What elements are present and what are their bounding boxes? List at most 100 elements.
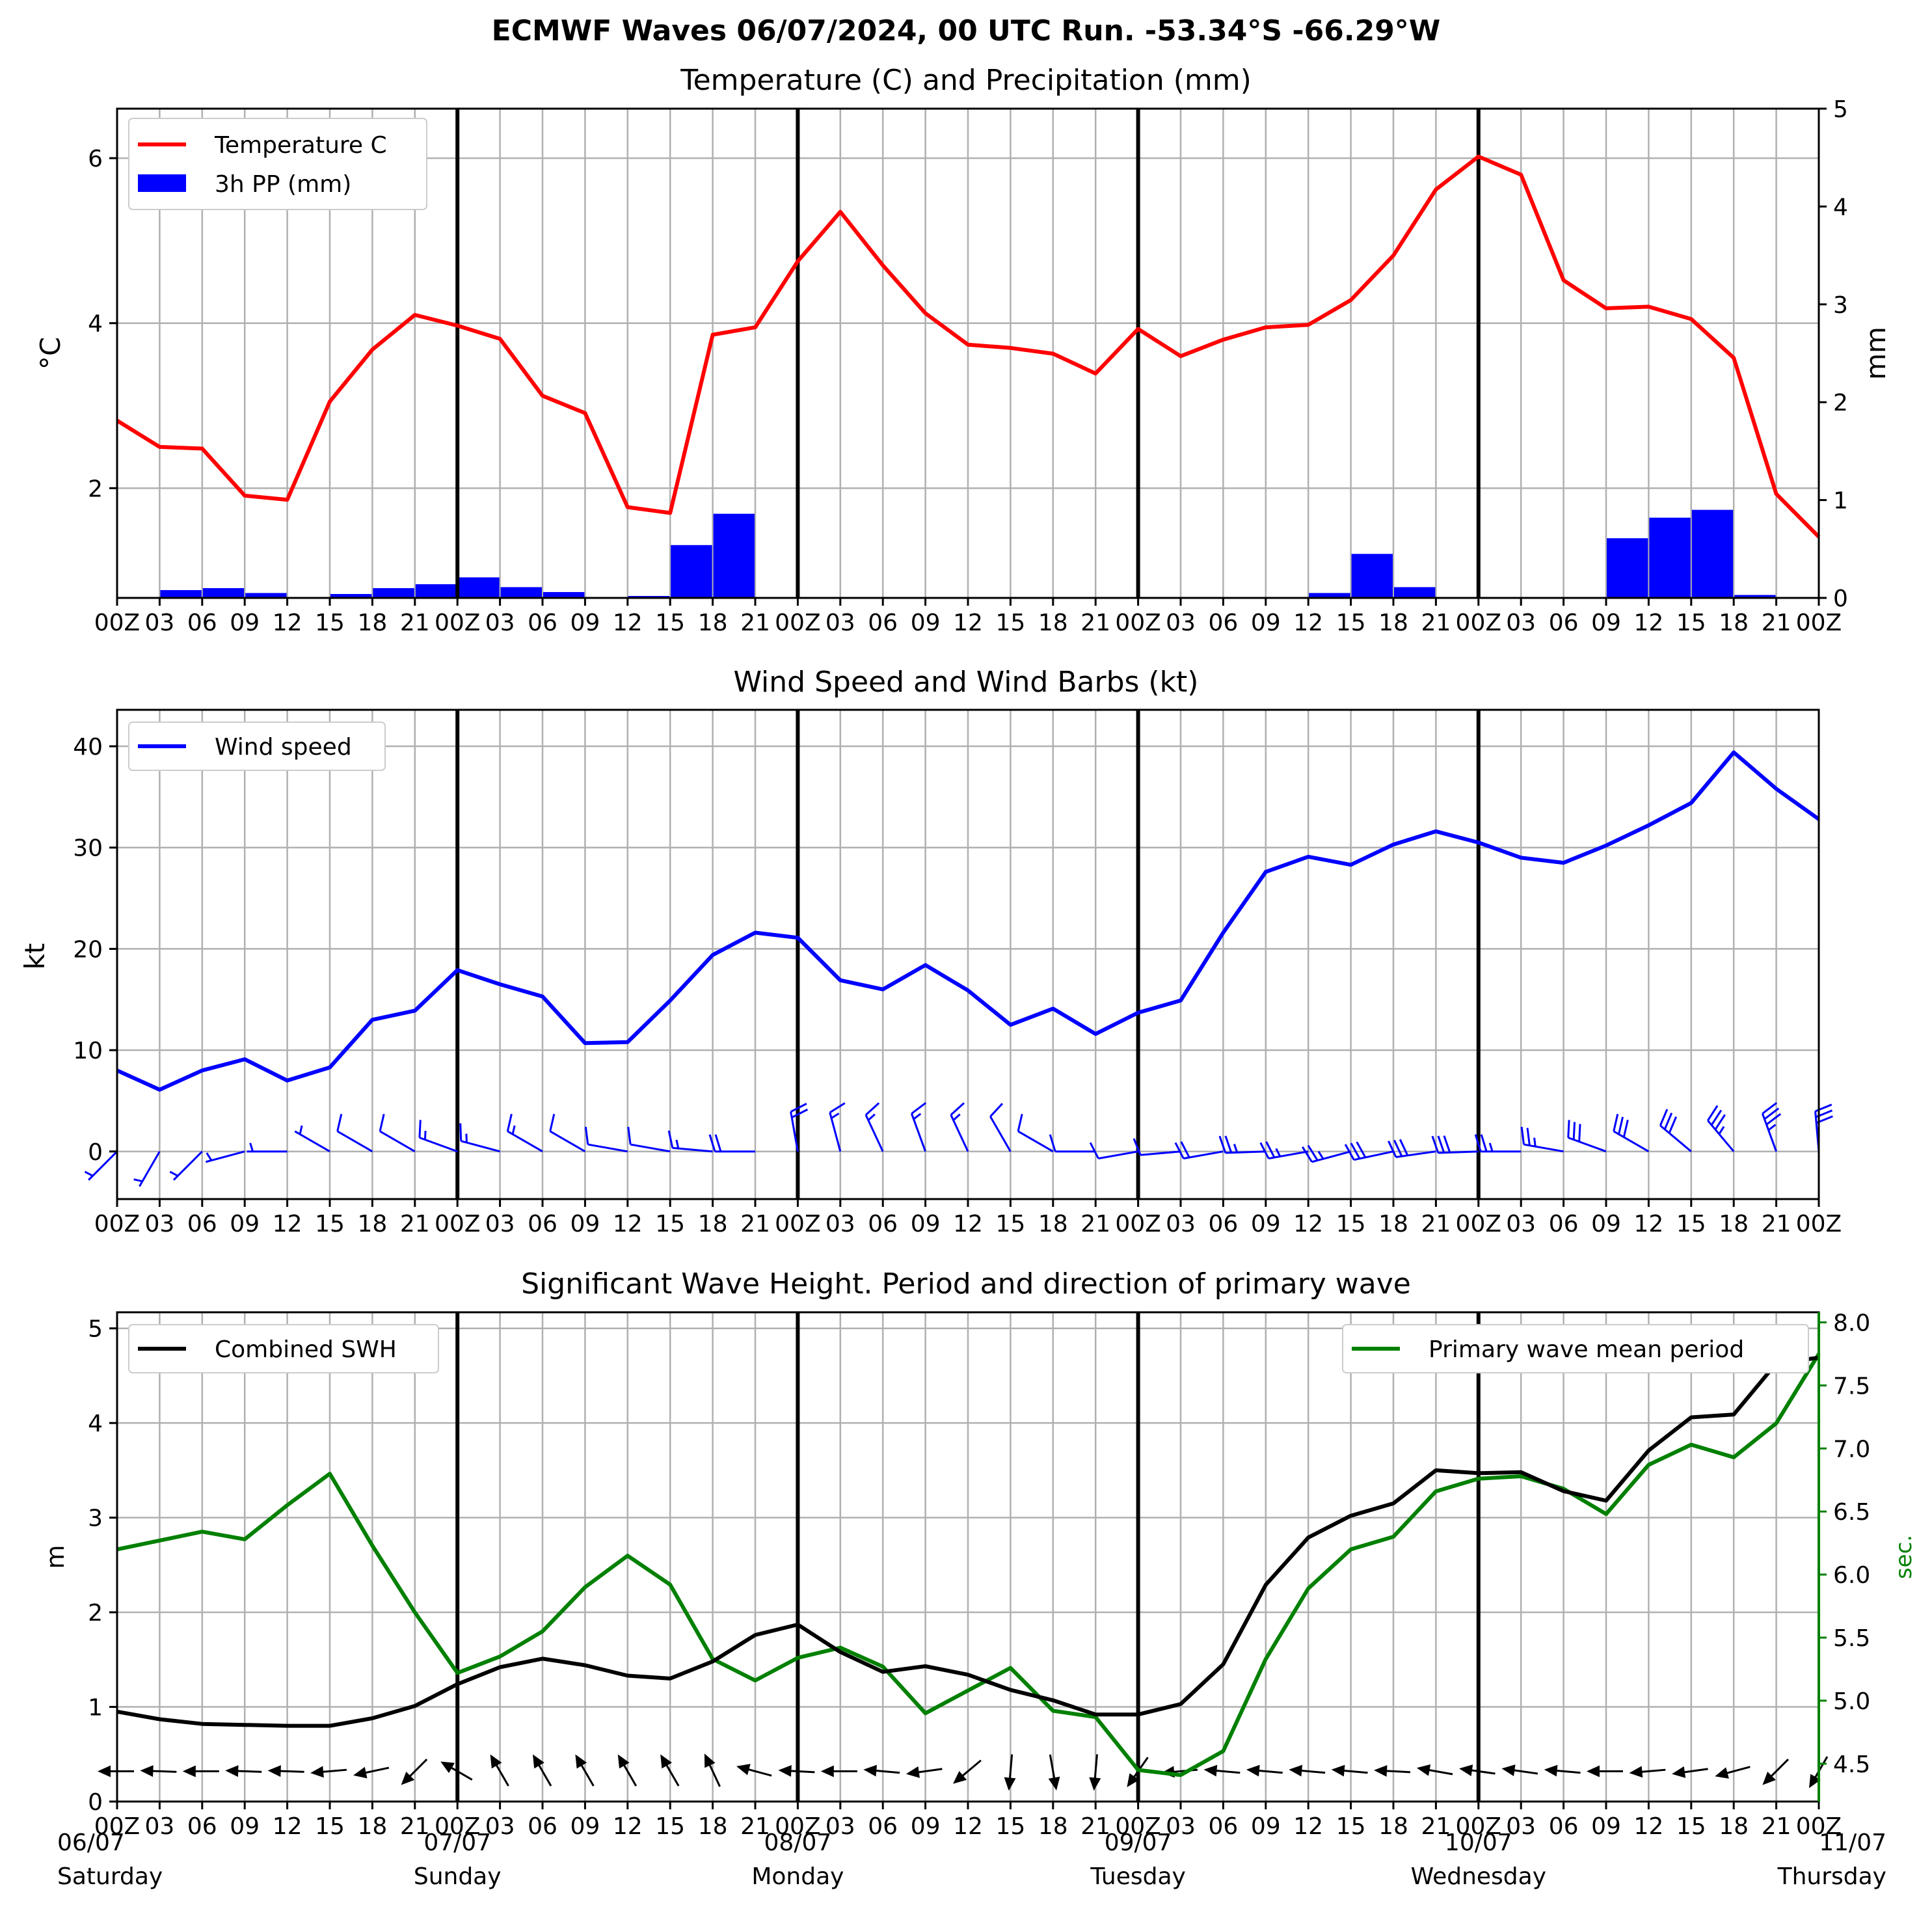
wind-barb: [1474, 1134, 1522, 1153]
wind-barb-flag: [1437, 1135, 1445, 1154]
wind-barb-flag: [1480, 1134, 1488, 1152]
wind-barb-staff: [1523, 1143, 1564, 1153]
wind-barb: [627, 1126, 671, 1153]
x-tick-label: 15: [315, 1211, 345, 1237]
day-label-date: 09/07: [1105, 1830, 1172, 1856]
wave-arrow-shaft: [1682, 1768, 1708, 1774]
wave-arrow-head: [906, 1766, 920, 1778]
x-tick-label: 18: [698, 1211, 728, 1237]
x-tick-label: 12: [1633, 610, 1663, 636]
wind-barb-staff: [1568, 1137, 1607, 1153]
x-tick-label: 18: [357, 1211, 387, 1237]
wave-panel-title: Significant Wave Height. Period and dire…: [521, 1267, 1411, 1301]
wind-barb-half-flag: [1767, 1124, 1777, 1131]
temperature-axis-label: °C: [34, 337, 66, 370]
wind-barb-staff: [461, 1140, 500, 1153]
wave-arrow-shaft: [1469, 1769, 1496, 1775]
wind-barb: [708, 1134, 755, 1153]
wave-direction-arrow: [704, 1753, 721, 1787]
wave-direction-arrow: [736, 1764, 772, 1777]
x-tick-label: 12: [1633, 1211, 1663, 1237]
wave-direction-arrow: [140, 1765, 177, 1777]
x-tick-label: 03: [825, 1211, 855, 1237]
x-tick-label: 18: [1038, 1211, 1068, 1237]
x-tick-label: 15: [1336, 1813, 1366, 1840]
wind-barb-flag: [1399, 1139, 1409, 1156]
x-tick-label: 09: [570, 1211, 600, 1237]
legend-period: Primary wave mean period: [1429, 1336, 1744, 1363]
wind-barb-staff: [139, 1151, 161, 1187]
wind-barb-flag: [1049, 1134, 1056, 1152]
temperature-line: [116, 154, 1821, 539]
wind-barb-staff: [1354, 1150, 1394, 1161]
wave-direction-arrow: [1048, 1754, 1060, 1790]
wind-barb: [950, 1102, 969, 1152]
wind-barb-flag: [1815, 1103, 1832, 1113]
x-tick-label: 03: [144, 610, 174, 636]
wave-arrow-shaft: [235, 1770, 262, 1773]
legend-wind-speed: Wind speed: [215, 734, 352, 761]
x-tick-label: 06: [528, 1813, 557, 1840]
wind-barb-flag: [549, 1113, 556, 1132]
x-tick-label: 12: [273, 1813, 302, 1840]
x-tick-label: 21: [1762, 1211, 1791, 1237]
x-tick-label: 21: [1421, 610, 1451, 636]
x-tick-label: 00Z: [94, 610, 140, 636]
wind-panel: Wind Speed and Wind Barbs (kt) 0 10 20 30 40…: [19, 666, 1842, 1237]
wave-arrow-shaft: [788, 1770, 815, 1774]
y-tick-label: 3: [88, 1506, 103, 1532]
wave-direction-arrow: [1289, 1764, 1326, 1777]
y-tick-label: 2: [88, 476, 103, 502]
y2-tick-label: 2: [1833, 390, 1848, 416]
x-tick-label: 12: [273, 610, 302, 636]
wave-arrow-shaft: [1093, 1754, 1098, 1781]
wind-barb: [1431, 1135, 1479, 1154]
wave-arrow-shaft: [580, 1763, 595, 1787]
x-tick-label: 03: [1166, 1211, 1196, 1237]
wind-barb-flag: [1180, 1141, 1190, 1158]
wind-barb-flag: [714, 1134, 722, 1152]
wave-direction-arrow: [225, 1765, 262, 1777]
x-tick-label: 18: [1378, 610, 1408, 636]
x-tick-label: 21: [1421, 1813, 1451, 1840]
x-tick-label: 21: [400, 1813, 430, 1840]
wind-barb-flag: [989, 1103, 1004, 1118]
precip-bar: [1649, 517, 1691, 598]
wind-barb-staff: [1613, 1130, 1650, 1153]
y2-tick-label: 7.0: [1833, 1436, 1870, 1463]
wave-arrow-head: [1004, 1777, 1016, 1791]
figure-title: ECMWF Waves 06/07/2024, 00 UTC Run. -53.…: [492, 14, 1441, 47]
x-tick-label: 00Z: [775, 1211, 820, 1237]
wind-panel-title: Wind Speed and Wind Barbs (kt): [734, 666, 1199, 699]
wind-barb: [294, 1125, 330, 1153]
x-tick-label: 06: [528, 610, 557, 636]
wave-arrow-shaft: [1554, 1769, 1581, 1774]
x-tick-label: 21: [400, 1211, 430, 1237]
precip-bar: [500, 587, 542, 598]
x-tick-label: 03: [1166, 610, 1196, 636]
wind-barb-half-flag: [952, 1113, 961, 1121]
x-tick-label: 12: [953, 1813, 983, 1840]
wind-barb-staff: [507, 1130, 543, 1153]
y2-tick-label: 0: [1833, 586, 1848, 612]
wind-speed-line: [116, 750, 1820, 1092]
wind-barb-staff: [1017, 1130, 1054, 1153]
wave-direction-arrow: [1459, 1764, 1496, 1776]
precip-bar: [1394, 587, 1436, 598]
wave-arrow-head: [1629, 1766, 1643, 1778]
wave-direction-arrow: [863, 1764, 900, 1777]
period-axis-label: sec.: [1891, 1535, 1917, 1579]
wind-barb-staff: [865, 1114, 884, 1152]
y-tick-label: 4: [88, 311, 103, 338]
wave-arrow-shaft: [363, 1766, 390, 1774]
x-tick-label: 09: [1251, 1813, 1281, 1840]
wave-arrow-shaft: [494, 1763, 509, 1787]
y-tick-label: 0: [88, 1789, 103, 1816]
wave-direction-arrow: [1203, 1764, 1241, 1777]
wind-barb: [1659, 1109, 1692, 1152]
y2-tick-label: 7.5: [1833, 1373, 1870, 1399]
x-tick-label: 15: [1336, 610, 1366, 636]
wind-barb-staff: [88, 1150, 118, 1181]
wind-barb-flag: [1350, 1142, 1361, 1159]
x-tick-label: 00Z: [1796, 1211, 1842, 1237]
